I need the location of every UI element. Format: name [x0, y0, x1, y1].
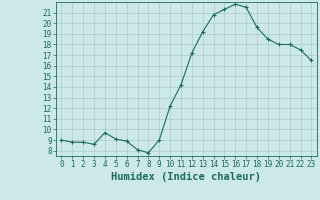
X-axis label: Humidex (Indice chaleur): Humidex (Indice chaleur) — [111, 172, 261, 182]
